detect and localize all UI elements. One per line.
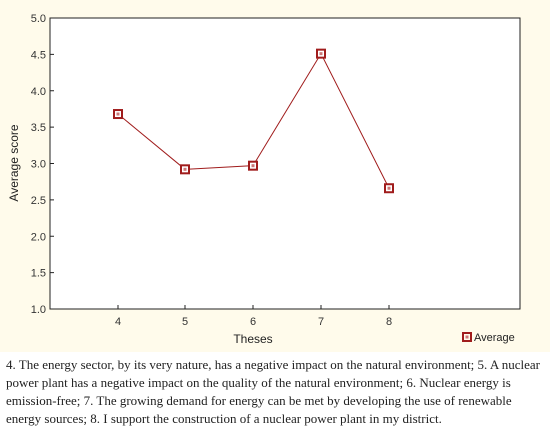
y-tick-label: 5.0: [31, 13, 46, 25]
legend-marker: [462, 332, 472, 342]
x-tick-label: 4: [115, 316, 121, 328]
y-tick-label: 3.0: [31, 159, 46, 171]
y-axis-ticks: 1.0 1.5 2.0 2.5 3.0 3.5 4.0 4.5 5.0: [31, 13, 54, 316]
data-point-inner: [116, 112, 120, 116]
x-tick-label: 5: [182, 316, 188, 328]
series-layer: [113, 48, 394, 194]
plot-area: [49, 17, 521, 310]
data-point-inner: [251, 164, 255, 168]
x-tick-label: 6: [250, 316, 256, 328]
x-axis-title: Theses: [233, 332, 272, 346]
legend-label: Average: [474, 332, 515, 344]
y-tick-label: 1.5: [31, 268, 46, 280]
x-axis-ticks: 4 5 6 7 8: [115, 305, 392, 328]
y-tick-label: 4.5: [31, 49, 46, 61]
legend-marker-inner: [465, 335, 469, 339]
x-tick-label: 8: [386, 316, 392, 328]
data-point-inner: [319, 52, 323, 56]
line-chart: 1.0 1.5 2.0 2.5 3.0 3.5 4.0 4.5 5.0 4 5 6 7 8 Averag…: [7, 13, 521, 346]
y-tick-label: 1.0: [31, 304, 46, 316]
figure-caption: 4. The energy sector, by its very nature…: [6, 357, 540, 426]
y-tick-label: 2.0: [31, 231, 46, 243]
y-tick-label: 3.5: [31, 122, 46, 134]
y-tick-label: 4.0: [31, 86, 46, 98]
data-point-inner: [387, 186, 391, 190]
x-tick-label: 7: [318, 316, 324, 328]
y-axis-title: Average score: [7, 124, 21, 201]
legend: Average: [462, 332, 515, 344]
y-tick-label: 2.5: [31, 195, 46, 207]
data-point-inner: [183, 167, 187, 171]
